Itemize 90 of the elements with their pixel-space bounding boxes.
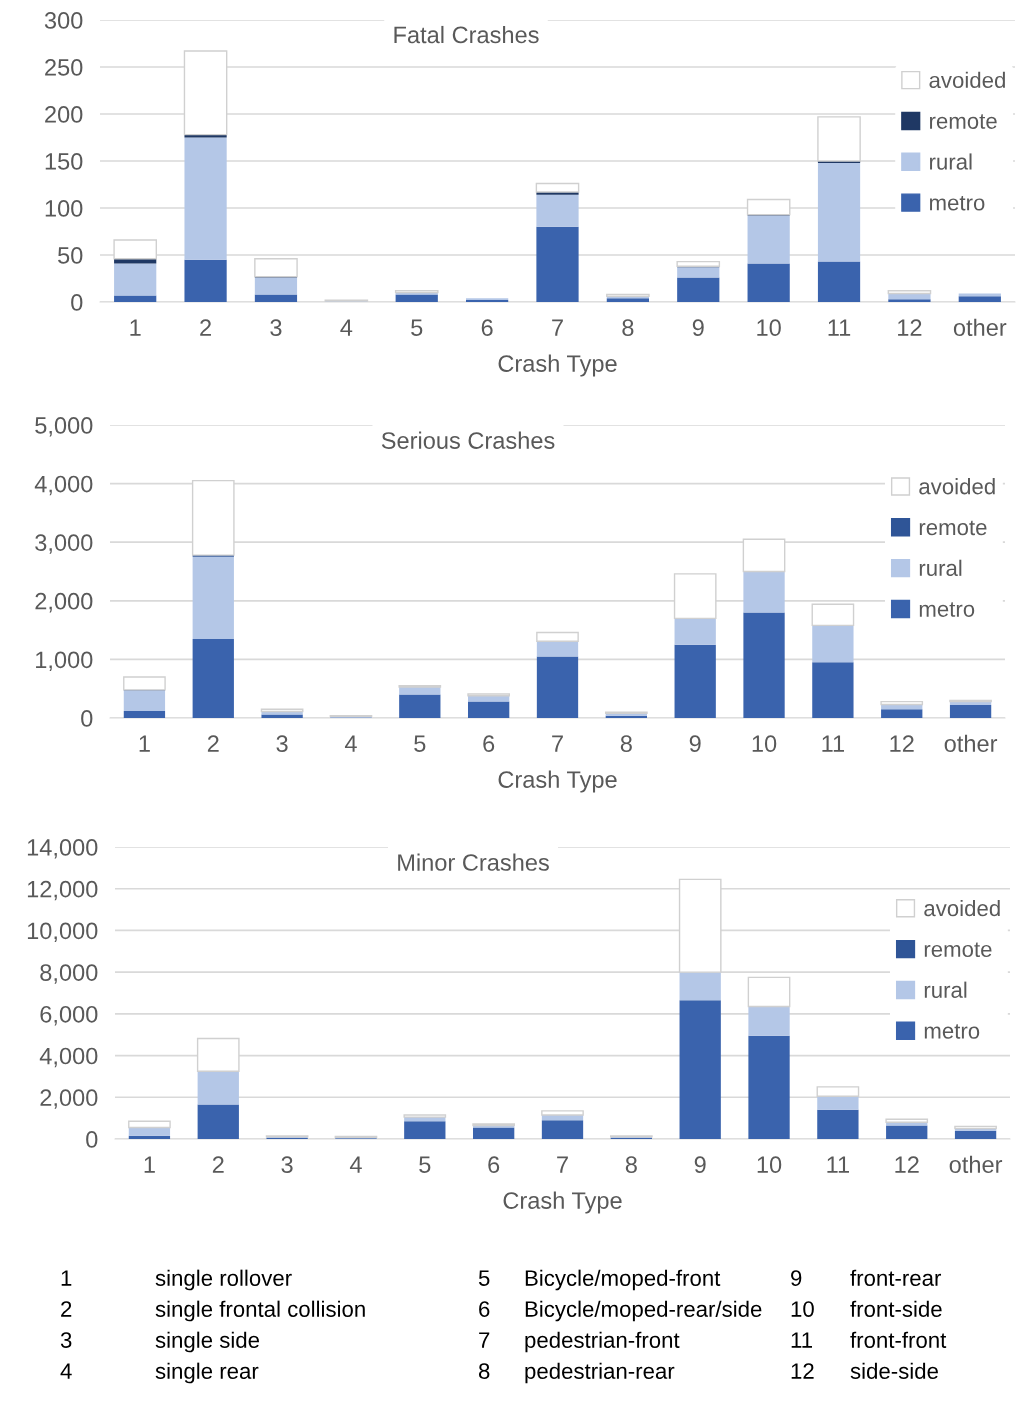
legend-label: rural xyxy=(930,153,972,170)
x-tick-label: 10 xyxy=(757,319,781,337)
legend-label: remote xyxy=(919,520,987,536)
y-tick-label: 8,000 xyxy=(40,964,98,984)
text: 2 single frontal collision xyxy=(61,1300,365,1322)
legend-label: remote xyxy=(930,114,997,129)
y-tick-label: 3,000 xyxy=(35,534,93,554)
x-tick-label: 6 xyxy=(488,1156,500,1174)
y-tick-label: 0 xyxy=(71,294,83,311)
x-axis-title: Crash Type xyxy=(498,770,617,793)
chart-title: Minor Crashes xyxy=(398,853,549,871)
x-tick-label: 12 xyxy=(895,1156,919,1173)
y-tick-label: 300 xyxy=(44,12,83,29)
y-tick-label: 0 xyxy=(81,710,93,727)
x-tick-label: 2 xyxy=(212,1156,224,1173)
x-tick-label: 10 xyxy=(752,735,777,753)
x-tick-label: 8 xyxy=(622,319,634,337)
text: 8 pedestrian-rear xyxy=(478,1362,675,1384)
y-tick-label: 5,000 xyxy=(35,417,93,437)
x-tick-label: 11 xyxy=(828,319,851,336)
x-tick-label: 11 xyxy=(822,735,844,752)
x-tick-label: other xyxy=(944,734,998,753)
y-tick-label: 200 xyxy=(45,106,83,123)
x-tick-label: 6 xyxy=(483,735,495,753)
x-tick-label: 3 xyxy=(276,735,288,753)
x-tick-label: 6 xyxy=(481,319,493,337)
y-tick-label: 4,000 xyxy=(39,1047,98,1068)
legend-label: metro xyxy=(924,1024,980,1039)
text: 12 side-side xyxy=(791,1362,938,1379)
y-tick-label: 100 xyxy=(45,200,83,217)
chart-title: Serious Crashes xyxy=(381,431,555,449)
x-axis-title: Crash Type xyxy=(503,1191,622,1214)
x-tick-label: 4 xyxy=(349,1156,362,1173)
x-tick-label: 9 xyxy=(694,1156,706,1174)
text: 7 pedestrian-front xyxy=(479,1331,680,1353)
legend-label: metro xyxy=(919,602,975,617)
y-tick-label: 50 xyxy=(58,247,83,264)
x-tick-label: 1 xyxy=(144,1156,155,1173)
legend-label: metro xyxy=(930,195,985,211)
chart-title: Fatal Crashes xyxy=(394,25,539,44)
x-tick-label: 12 xyxy=(898,319,922,336)
x-tick-label: 3 xyxy=(281,1156,293,1174)
legend-label: avoided xyxy=(919,478,995,495)
x-tick-label: 5 xyxy=(419,1156,431,1174)
text: 1 single rollover xyxy=(61,1269,292,1291)
legend-label: avoided xyxy=(929,71,1005,89)
y-tick-label: 0 xyxy=(86,1131,98,1148)
x-tick-label: 8 xyxy=(625,1156,637,1174)
x-tick-label: 9 xyxy=(692,319,704,337)
text: 3 single side xyxy=(60,1331,260,1353)
x-tick-label: 12 xyxy=(890,735,914,752)
y-tick-label: 1,000 xyxy=(36,651,93,671)
x-tick-label: 8 xyxy=(620,735,632,753)
x-tick-label: 4 xyxy=(344,735,357,752)
text: 11 front-front xyxy=(791,1331,947,1348)
y-tick-label: 4,000 xyxy=(34,475,93,496)
x-tick-label: other xyxy=(949,1155,1003,1174)
x-tick-label: 7 xyxy=(552,319,563,336)
x-tick-label: 7 xyxy=(552,735,563,752)
x-tick-label: 5 xyxy=(414,735,426,753)
y-tick-label: 2,000 xyxy=(35,592,93,613)
y-tick-label: 2,000 xyxy=(40,1089,98,1109)
x-tick-label: 2 xyxy=(200,319,211,336)
text: 10 front-side xyxy=(791,1300,942,1317)
x-tick-label: 4 xyxy=(340,319,353,336)
y-tick-label: 10,000 xyxy=(27,922,98,943)
text: 4 single rear xyxy=(60,1362,259,1384)
x-tick-label: 2 xyxy=(207,735,219,752)
legend-label: rural xyxy=(919,559,962,577)
x-tick-label: 1 xyxy=(139,735,150,752)
x-tick-label: 7 xyxy=(557,1156,568,1173)
text: 9 front-rear xyxy=(791,1269,942,1286)
x-tick-label: 3 xyxy=(270,319,282,337)
x-tick-label: other xyxy=(953,318,1007,337)
x-tick-label: 9 xyxy=(689,735,701,753)
x-tick-label: 10 xyxy=(757,1156,782,1174)
y-tick-label: 250 xyxy=(45,59,83,76)
y-tick-label: 12,000 xyxy=(27,880,98,901)
y-tick-label: 14,000 xyxy=(27,839,98,859)
x-tick-label: 11 xyxy=(827,1156,849,1173)
x-tick-label: 1 xyxy=(130,319,141,336)
legend-label: avoided xyxy=(924,899,1000,917)
legend-label: remote xyxy=(924,942,992,958)
text: 5 Bicycle/moped-front xyxy=(478,1269,721,1291)
y-tick-label: 150 xyxy=(45,153,83,170)
legend-label: rural xyxy=(924,981,967,998)
x-tick-label: 5 xyxy=(411,319,423,337)
text: 6 Bicycle/moped-rear/side xyxy=(479,1300,762,1322)
x-axis-title: Crash Type xyxy=(498,354,617,377)
y-tick-label: 6,000 xyxy=(40,1005,98,1026)
